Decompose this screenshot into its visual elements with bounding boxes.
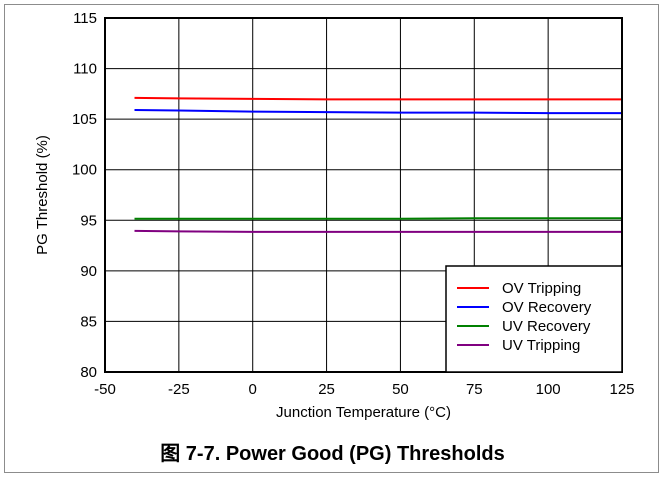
line-chart: -50 -25 0 25 50 75 100 125 80 85 90 95 100 105 110 115… [34, 10, 635, 421]
series-lines [134, 96, 622, 233]
y-tick-label: 105 [72, 111, 97, 128]
series-line-ov-recovery [134, 109, 622, 115]
y-tick-label: 90 [80, 263, 97, 280]
y-tick-label: 100 [72, 162, 97, 179]
x-tick-label: 0 [249, 381, 257, 398]
x-tick-label: 100 [536, 381, 561, 398]
y-tick-label: 115 [73, 10, 97, 27]
x-tick-label: -25 [168, 381, 190, 398]
series-line-uv-tripping [134, 229, 622, 233]
plot-area-border [104, 17, 623, 373]
x-tick-labels: -50 -25 0 25 50 75 100 125 [94, 381, 634, 398]
x-tick-label: 25 [318, 381, 335, 398]
series-line-uv-recovery [134, 217, 622, 220]
y-tick-label: 85 [80, 313, 97, 330]
y-tick-label: 80 [80, 364, 97, 381]
x-tick-label: -50 [94, 381, 116, 398]
x-tick-label: 50 [392, 381, 409, 398]
legend-label: OV Recovery [502, 299, 592, 316]
y-tick-label: 110 [73, 61, 97, 78]
y-tick-labels: 80 85 90 95 100 105 110 115 [72, 10, 97, 381]
series-line-ov-tripping [134, 96, 622, 101]
legend: OV Tripping OV Recovery UV Recovery UV Trip… [445, 265, 623, 373]
legend-label: UV Tripping [502, 337, 580, 354]
figure-caption: 图 7-7. Power Good (PG) Thresholds [160, 443, 505, 465]
legend-box [445, 265, 623, 373]
y-tick-label: 95 [80, 212, 97, 229]
figure-frame [4, 4, 659, 473]
x-tick-label: 125 [609, 381, 634, 398]
y-axis-title: PG Threshold (%) [34, 135, 51, 255]
legend-label: OV Tripping [502, 280, 581, 297]
x-axis-title: Junction Temperature (°C) [276, 404, 451, 421]
x-tick-label: 75 [466, 381, 483, 398]
legend-label: UV Recovery [502, 318, 591, 335]
